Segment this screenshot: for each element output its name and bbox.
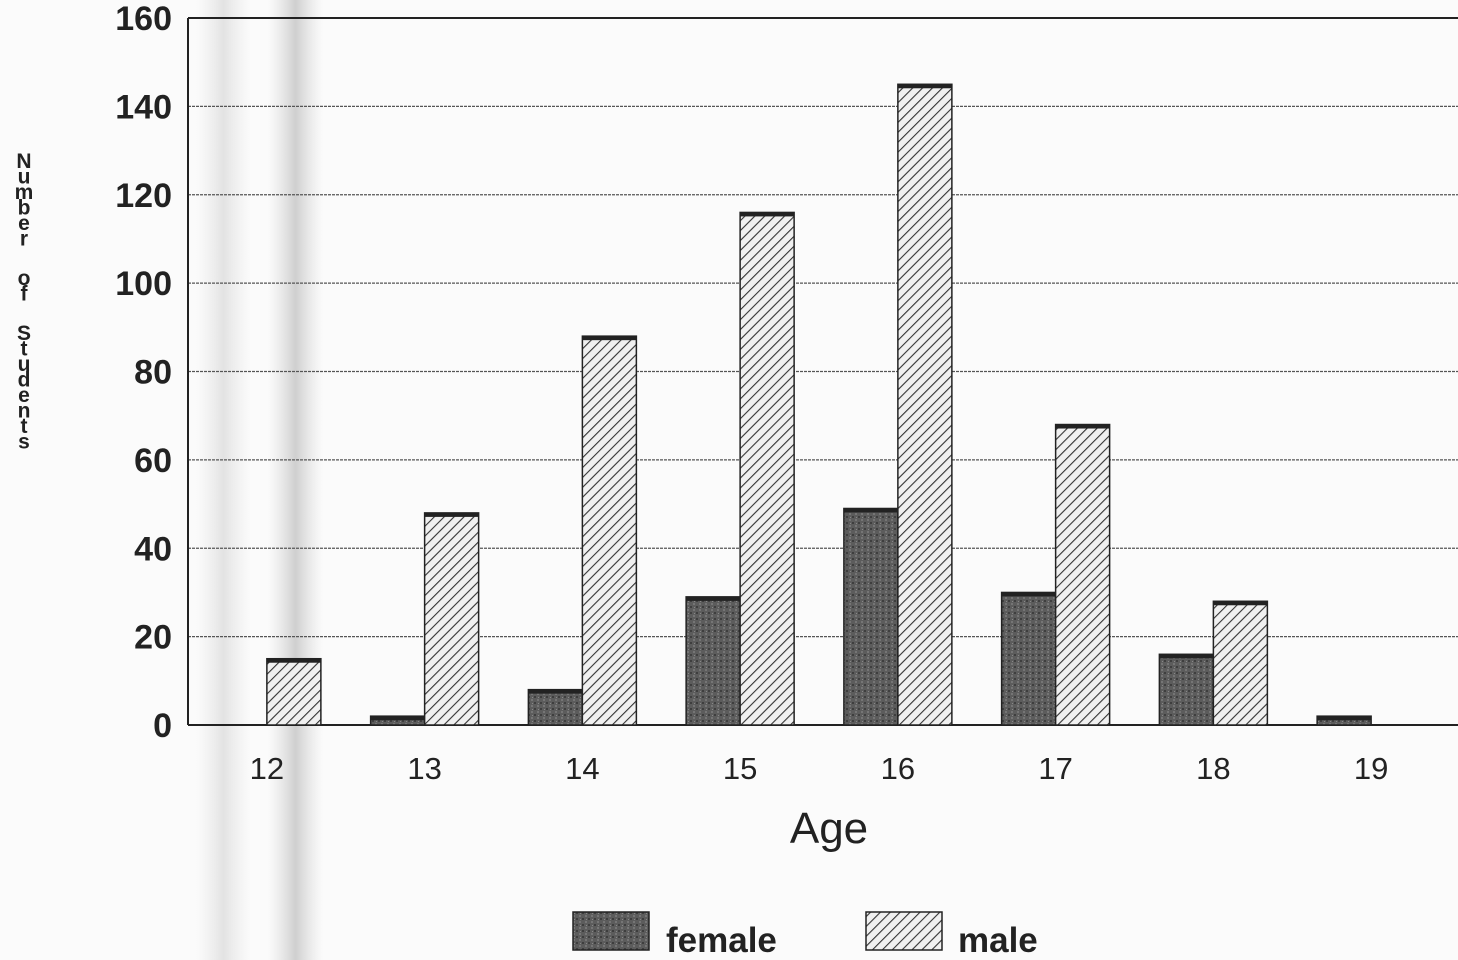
x-axis-title: Age [790, 804, 868, 853]
bar-female-top-edge [528, 689, 583, 694]
y-tick-label: 160 [115, 0, 172, 38]
y-axis-title-letter: S [17, 322, 31, 345]
y-tick-label: 80 [134, 354, 172, 392]
bar-female-top-edge [1159, 654, 1214, 659]
scan-artifact-stripe [268, 0, 323, 960]
bar-male-top-edge [266, 658, 321, 663]
legend-label-female: female [666, 921, 777, 960]
bar-male-top-edge [897, 84, 952, 89]
legend-swatch-female [572, 911, 650, 951]
bar-female [1158, 653, 1215, 726]
bar-male [739, 211, 795, 726]
bar-male-top-edge [424, 512, 479, 517]
y-axis-title-letter: m [15, 181, 34, 204]
bars [266, 83, 1372, 726]
bar-male [1212, 600, 1269, 726]
bar-male [1054, 423, 1111, 726]
bar-male-top-edge [740, 212, 795, 217]
x-tick-label: 14 [565, 751, 599, 786]
x-tick-label: 12 [250, 751, 284, 786]
legend-swatch-male [865, 911, 943, 951]
y-axis-title-letter: N [16, 150, 31, 173]
x-tick-label: 13 [407, 751, 441, 786]
y-tick-label: 100 [115, 265, 172, 303]
y-axis-title-letter: f [21, 283, 29, 306]
bar-female-top-edge [1001, 592, 1056, 597]
y-axis-title-letter: u [18, 353, 31, 376]
bar-male-top-edge [1055, 424, 1110, 429]
legend-label-male: male [958, 921, 1038, 960]
y-tick-label: 120 [115, 177, 172, 215]
bar-female [527, 688, 584, 726]
y-axis-title-letter: u [18, 166, 31, 189]
bar-female [1000, 591, 1057, 726]
y-axis-title-letter: e [18, 212, 30, 235]
y-tick-label: 40 [134, 530, 172, 568]
bar-male [423, 512, 480, 726]
bar-female [685, 596, 741, 726]
bar-male-top-edge [582, 336, 637, 341]
bar-male-top-edge [1213, 601, 1268, 606]
y-axis-title-letter: e [18, 384, 30, 407]
y-tick-label: 140 [115, 88, 172, 126]
y-tick-labels: 0 20 40 60 80 100 120 140 160 [115, 0, 172, 745]
bar-male [897, 83, 953, 726]
legend: female male [572, 911, 1038, 960]
y-axis-title-letter: o [18, 267, 31, 290]
bar-female-top-edge [370, 716, 425, 721]
x-tick-label: 16 [881, 751, 915, 786]
y-axis-title-letter: b [18, 197, 31, 220]
scan-artifact-stripe [196, 0, 251, 960]
y-axis-title-letter: t [21, 415, 28, 438]
y-tick-label: 60 [134, 442, 172, 480]
x-tick-label: 18 [1196, 751, 1230, 786]
bar-male [581, 335, 638, 726]
bar-female-top-edge [843, 508, 898, 513]
y-axis-title-letter: d [18, 369, 31, 392]
x-tick-labels: 12 13 14 15 16 17 18 19 [250, 751, 1389, 786]
y-axis-title-letter: t [21, 338, 28, 361]
y-axis-title-letter: n [18, 400, 31, 423]
gridlines [188, 17, 1458, 638]
x-tick-label: 17 [1038, 751, 1072, 786]
y-tick-label: 20 [134, 619, 172, 657]
x-tick-label: 19 [1354, 751, 1388, 786]
bar-male [266, 657, 322, 726]
bar-female-top-edge [1317, 716, 1372, 721]
x-tick-label: 15 [723, 751, 757, 786]
bar-female-top-edge [686, 596, 741, 601]
y-axis-title-letter: r [20, 228, 28, 251]
y-axis-title-letter: s [18, 431, 30, 454]
y-tick-label: 0 [153, 707, 172, 745]
bar-female [843, 507, 899, 726]
